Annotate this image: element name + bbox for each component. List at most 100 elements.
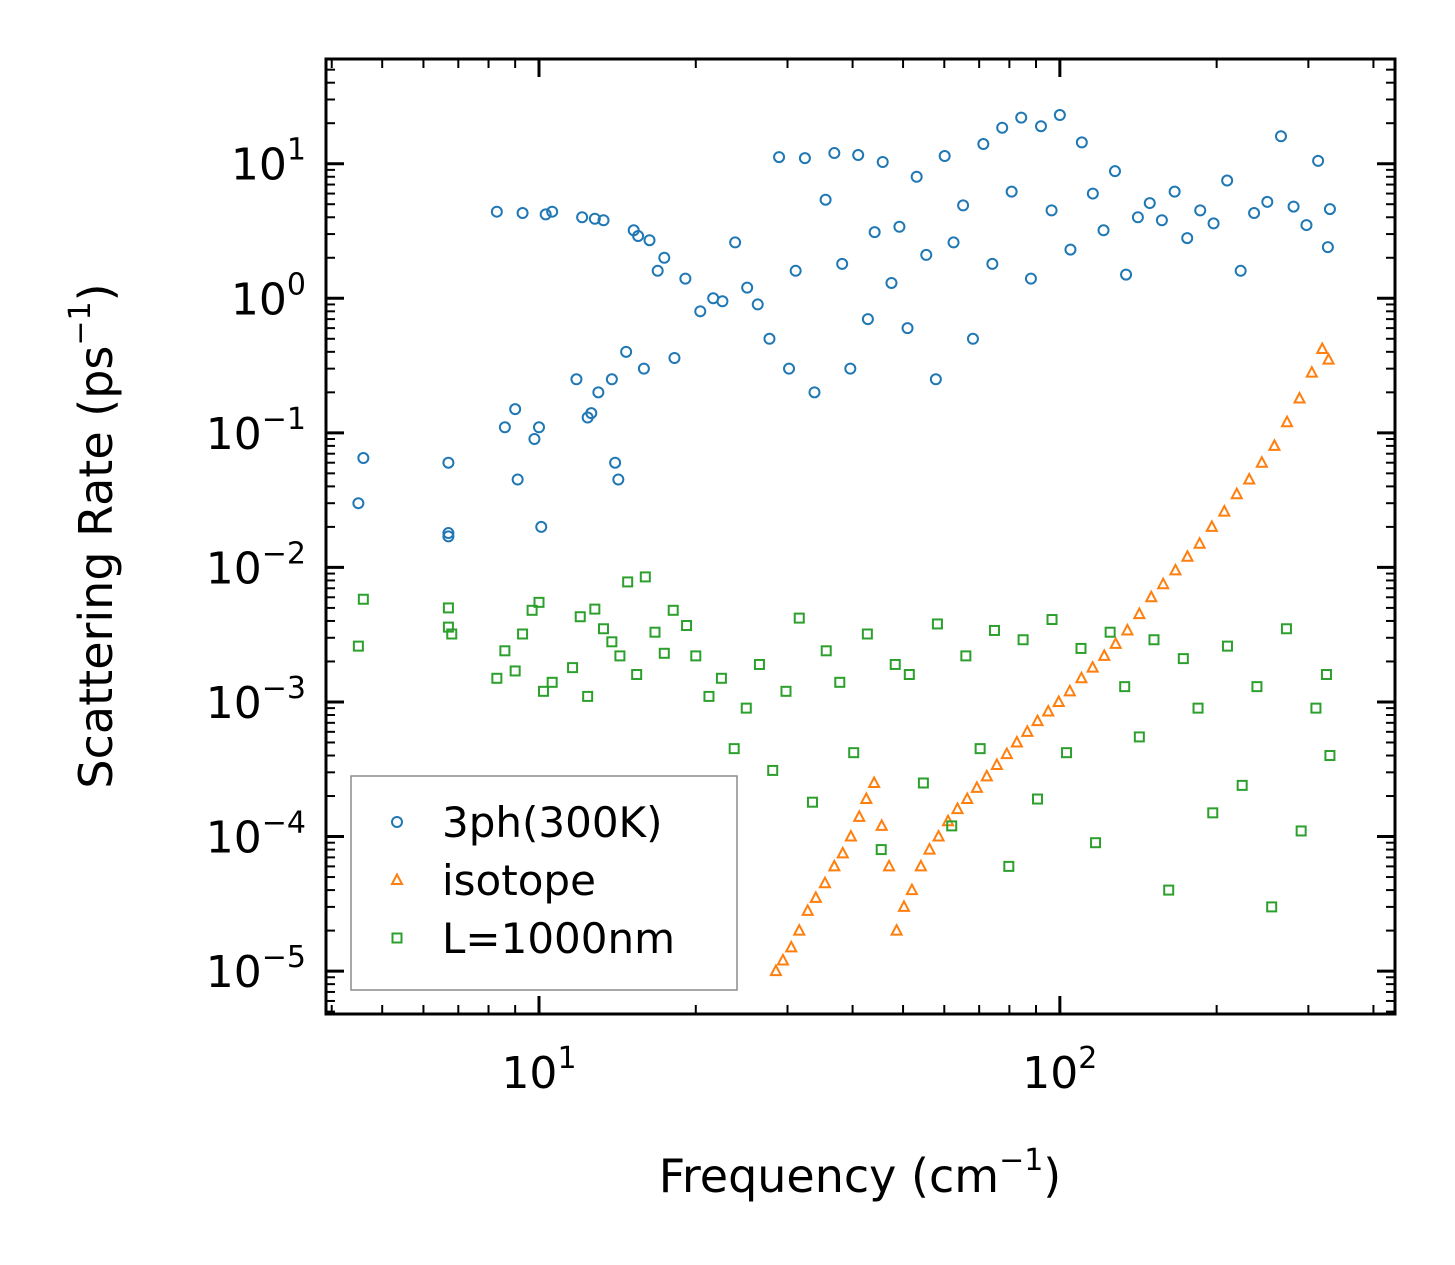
y-tick-label: 10−4: [206, 806, 306, 864]
x-tick-label-exp: 1: [557, 1041, 576, 1076]
circle-point: [1274, 130, 1287, 143]
legend-items: 3ph(300K) isotope L=1000nm: [390, 798, 675, 963]
square-point: [509, 665, 521, 677]
circle-point: [442, 530, 455, 543]
circle-point: [1181, 232, 1194, 245]
x-axis-title-end: ): [1043, 1149, 1061, 1203]
triangle-point: [818, 875, 832, 889]
circle-point: [938, 150, 951, 163]
y-tick-label-base: 10: [206, 678, 262, 729]
circle-point: [612, 473, 625, 486]
circle-point: [546, 205, 559, 218]
square-point: [517, 628, 529, 640]
square-point: [753, 658, 765, 670]
y-tick-label-exp: −4: [262, 806, 306, 841]
circle-point: [947, 236, 960, 249]
square-point: [960, 650, 972, 662]
triangle-point: [1205, 519, 1219, 532]
square-point: [793, 612, 805, 624]
square-point: [848, 747, 860, 759]
triangle-point: [1217, 503, 1231, 517]
triangle-point: [980, 768, 994, 782]
triangle-point: [990, 757, 1004, 771]
circle-point: [539, 208, 552, 221]
triangle-point: [1192, 536, 1207, 549]
circle-point: [751, 298, 764, 311]
circle-point: [986, 257, 999, 270]
circle-point: [741, 281, 754, 294]
circle-point: [1034, 120, 1047, 133]
y-tick-label-base: 10: [206, 813, 262, 864]
y-tick-label-exp: −2: [262, 536, 306, 571]
triangle-point: [950, 801, 965, 815]
circle-point: [1312, 154, 1325, 167]
legend: 3ph(300K) isotope L=1000nm: [350, 775, 738, 991]
circle-point: [509, 403, 522, 416]
y-tick-label: 10−3: [206, 671, 306, 729]
square-point: [1119, 681, 1131, 693]
square-point: [1017, 634, 1029, 646]
circle-point: [893, 220, 906, 233]
legend-marker-circle: [391, 816, 403, 828]
y-tick-label: 100: [231, 267, 306, 325]
circle-point: [620, 345, 633, 358]
square-point: [1236, 779, 1248, 791]
triangle-point: [776, 952, 790, 966]
circle-point: [516, 207, 529, 220]
square-point: [589, 603, 601, 615]
square-point: [582, 690, 594, 702]
triangle-point: [1030, 713, 1045, 727]
circle-point: [901, 322, 914, 335]
y-tick-label-base: 10: [231, 140, 287, 191]
square-point: [1148, 634, 1160, 646]
circle-point: [798, 152, 811, 165]
triangle-point: [784, 939, 798, 953]
circle-point: [1168, 185, 1181, 198]
triangle-point: [970, 780, 984, 793]
square-point: [703, 690, 715, 702]
square-point: [526, 604, 538, 616]
triangle-point: [875, 818, 889, 831]
circle-point: [1248, 207, 1261, 220]
x-axis-title-main: Frequency (cm: [659, 1149, 999, 1203]
circle-point: [808, 386, 821, 399]
circle-point: [357, 452, 370, 465]
y-axis-title: Scattering Rate (ps−1): [63, 283, 123, 788]
circle-point: [1005, 185, 1018, 198]
triangle-point: [1168, 562, 1183, 576]
square-point: [546, 676, 558, 688]
triangle-point: [1315, 341, 1329, 354]
triangle-point: [1230, 486, 1244, 500]
legend-label: isotope: [442, 856, 596, 905]
circle-point: [651, 264, 664, 277]
square-point: [1032, 793, 1044, 805]
square-point: [681, 620, 693, 632]
square-point: [606, 636, 618, 648]
circle-point: [1321, 241, 1334, 254]
square-point: [1133, 731, 1145, 743]
square-point: [1251, 681, 1263, 693]
triangle-point: [922, 841, 937, 855]
circle-point: [490, 205, 503, 218]
triangle-point: [1280, 414, 1294, 428]
circle-point: [1300, 219, 1313, 232]
y-axis-title-main: Scattering Rate (ps: [69, 346, 123, 789]
circle-point: [637, 362, 650, 375]
square-point: [767, 764, 779, 776]
square-point: [946, 820, 958, 832]
triangle-point: [1180, 549, 1195, 562]
square-point: [622, 576, 634, 588]
square-point: [598, 623, 610, 635]
circle-point: [836, 257, 849, 270]
legend-label: L=1000nm: [442, 914, 675, 963]
circle-point: [1108, 165, 1121, 178]
triangle-point: [1132, 606, 1146, 620]
circle-point: [885, 276, 898, 289]
circle-point: [1143, 197, 1156, 210]
triangle-point: [882, 858, 896, 872]
circle-point: [352, 497, 365, 510]
circle-point: [588, 212, 601, 225]
square-point: [1320, 669, 1332, 681]
circle-point: [763, 332, 776, 345]
